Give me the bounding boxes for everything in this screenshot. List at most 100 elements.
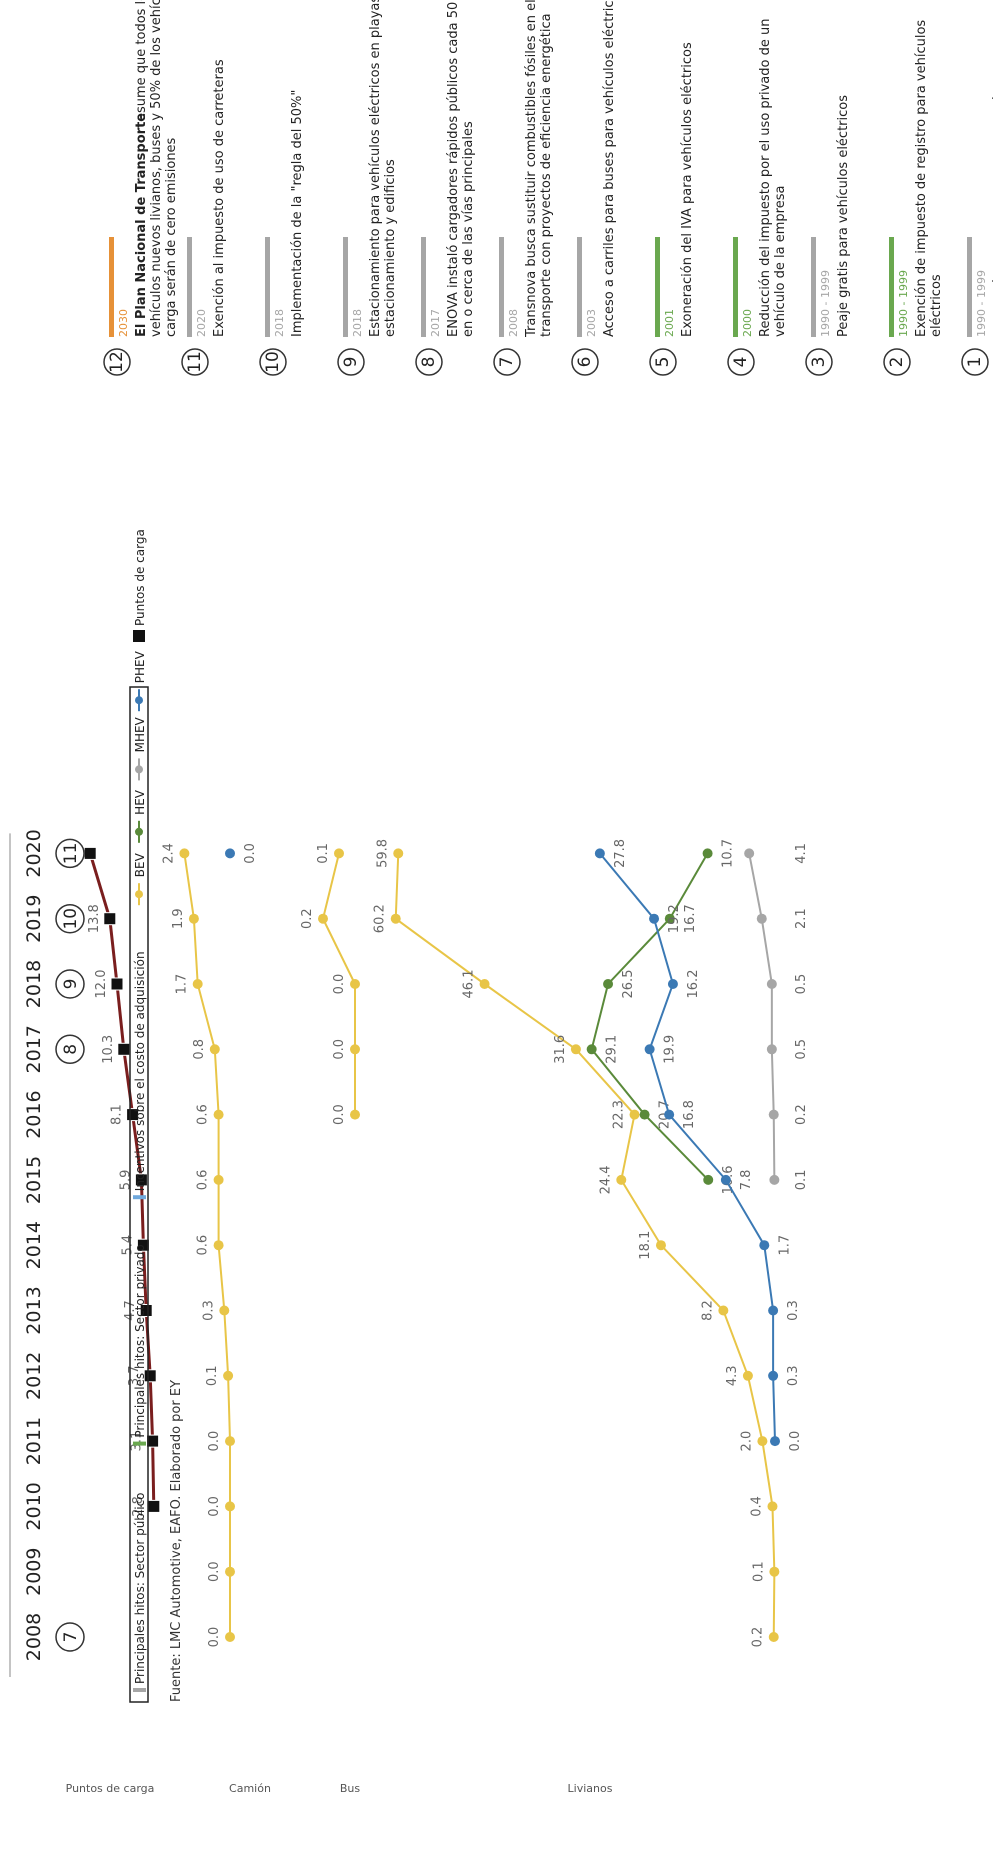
milestone-color-bar xyxy=(655,237,660,337)
legend-label: HEV xyxy=(133,789,147,815)
data-label: 0.2 xyxy=(751,1627,766,1648)
milestone-date: 2001 xyxy=(663,309,676,337)
data-label: 0.0 xyxy=(207,1496,222,1517)
data-point xyxy=(639,1109,650,1120)
data-label: 0.5 xyxy=(794,974,809,995)
data-label: 5.9 xyxy=(118,1170,133,1191)
legend-dot xyxy=(135,765,143,774)
data-label: 10.3 xyxy=(101,1035,116,1064)
data-point xyxy=(759,1240,770,1251)
legend-swatch xyxy=(133,1195,146,1200)
data-label: 0.0 xyxy=(243,843,258,864)
data-point xyxy=(769,1174,780,1185)
milestone-text: vehículos nuevos livianos, buses y 50% d… xyxy=(149,0,164,337)
milestone-list-marker xyxy=(805,348,833,376)
milestone-color-bar xyxy=(421,237,426,337)
data-point xyxy=(393,848,404,859)
year-tick-label: 2012 xyxy=(23,1352,45,1400)
data-point xyxy=(225,1566,235,1577)
milestone-date: 1990 - 1999 xyxy=(897,270,910,337)
legend-label: MHEV xyxy=(133,716,147,752)
milestone-text: eléctricos xyxy=(929,274,944,337)
data-label: 16.2 xyxy=(686,970,701,999)
milestone-list-marker xyxy=(493,348,521,376)
data-point xyxy=(179,848,190,859)
data-label: 0.2 xyxy=(300,908,315,929)
data-point xyxy=(766,1044,777,1055)
data-point xyxy=(192,979,203,989)
milestone-list-number: 11 xyxy=(185,351,205,373)
data-label: 0.0 xyxy=(207,1561,222,1582)
milestone-list-marker xyxy=(415,348,443,376)
milestone-text: vehículo de la empresa xyxy=(773,186,788,337)
year-tick-label: 2016 xyxy=(23,1090,45,1138)
year-tick-label: 2017 xyxy=(23,1025,45,1073)
data-label: 0.0 xyxy=(207,1431,222,1452)
data-point xyxy=(225,1632,235,1642)
data-label: 3.7 xyxy=(127,1365,142,1386)
legend-box xyxy=(129,686,149,1703)
data-point xyxy=(209,1044,220,1055)
data-point xyxy=(655,1240,666,1251)
data-point xyxy=(188,913,199,924)
legend-label: Puntos de carga xyxy=(133,529,147,626)
year-tick-label: 2011 xyxy=(23,1417,45,1465)
data-point xyxy=(586,1044,597,1055)
milestone-list-marker xyxy=(103,348,131,376)
milestone-text: Reducción del impuesto por el uso privad… xyxy=(758,19,773,337)
data-label: 0.3 xyxy=(201,1300,216,1321)
year-tick-label: 2020 xyxy=(23,829,45,877)
data-point xyxy=(213,1174,224,1185)
data-label: 0.1 xyxy=(751,1561,766,1582)
data-point xyxy=(594,848,605,859)
data-point xyxy=(720,1174,731,1185)
data-point xyxy=(223,1370,234,1381)
data-label: 46.1 xyxy=(462,970,477,999)
panel-label: Puntos de carga xyxy=(66,1782,155,1795)
data-point xyxy=(350,1109,360,1120)
milestone-number: 11 xyxy=(61,843,81,865)
data-label: 2.1 xyxy=(794,908,809,929)
legend-label: PHEV xyxy=(133,650,147,683)
data-label: 0.1 xyxy=(205,1365,220,1386)
year-tick-label: 2010 xyxy=(23,1482,45,1530)
milestone-color-bar xyxy=(577,237,582,337)
data-point xyxy=(769,1566,780,1577)
milestone-marker xyxy=(55,1034,85,1065)
milestone-color-bar xyxy=(109,237,114,337)
data-point xyxy=(225,848,235,859)
data-label: 0.3 xyxy=(786,1300,801,1321)
milestone-text: asume que todos los xyxy=(134,0,149,121)
milestone-text-bold: El Plan Nacional de Transporte xyxy=(134,113,149,337)
data-point xyxy=(770,1436,780,1447)
legend-label: BEV xyxy=(133,852,147,877)
milestone-list-marker xyxy=(727,348,755,376)
legend-swatch xyxy=(133,1441,146,1446)
data-point xyxy=(225,1501,235,1512)
legend-label: Principales hitos: Sector privado xyxy=(133,1244,147,1437)
legend-label: Incentivos sobre el costo de adquisición xyxy=(133,951,147,1191)
milestone-date: 1990 - 1999 xyxy=(819,270,832,337)
data-point xyxy=(350,979,360,989)
data-point xyxy=(390,913,401,924)
milestone-date: 2018 xyxy=(273,309,286,337)
milestone-marker xyxy=(55,838,85,869)
data-point xyxy=(718,1305,729,1316)
year-tick-label: 2013 xyxy=(23,1286,45,1334)
series-line xyxy=(590,852,709,1181)
data-point xyxy=(768,1632,779,1642)
milestone-date: 2008 xyxy=(507,309,520,337)
year-tick-label: 2008 xyxy=(23,1613,45,1661)
panel-label: Camión xyxy=(229,1782,271,1795)
milestone-text: carga serán de cero emisiones xyxy=(164,137,179,337)
charge-point-marker xyxy=(143,1369,157,1383)
milestone-list-number: 7 xyxy=(497,357,517,368)
data-label: 0.0 xyxy=(332,1104,347,1125)
charge-point-marker xyxy=(117,1042,131,1056)
milestone-color-bar xyxy=(811,237,816,337)
data-point xyxy=(768,1305,779,1316)
data-label: 26.5 xyxy=(621,970,636,999)
panel-label: Livianos xyxy=(568,1782,613,1795)
milestone-number: 9 xyxy=(61,979,81,990)
milestone-date: 1990 - 1999 xyxy=(975,270,988,337)
